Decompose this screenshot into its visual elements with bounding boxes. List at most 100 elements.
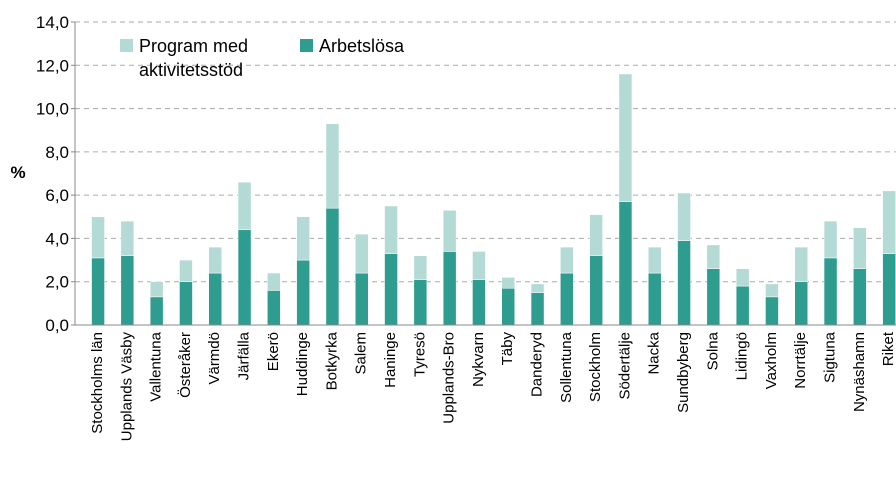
x-tick-label: Salem — [353, 332, 370, 375]
bar-segment — [823, 257, 838, 326]
y-tick-label: 4,0 — [45, 229, 69, 248]
x-tick-label: Upplands-Bro — [441, 332, 458, 424]
legend-item: Program med aktivitetsstöd — [120, 34, 285, 82]
legend-label: Program med aktivitetsstöd — [139, 36, 249, 80]
x-tick-label: Huddinge — [294, 332, 311, 396]
bar-segment — [853, 227, 867, 269]
bar-segment — [179, 259, 193, 282]
bar-segment — [149, 296, 164, 326]
bar-segment — [853, 268, 867, 326]
bar-segment — [179, 281, 193, 326]
bar-segment — [149, 281, 164, 298]
x-tick-label: Sigtuna — [822, 331, 839, 383]
x-tick-label: Nacka — [646, 331, 663, 374]
bar-segment — [735, 285, 750, 326]
bar-segment — [91, 216, 105, 259]
bar-segment — [501, 287, 515, 326]
x-tick-label: Nynäshamn — [851, 332, 868, 412]
bar-segment — [765, 296, 779, 326]
bar-segment — [530, 292, 545, 326]
legend-swatch — [120, 39, 133, 52]
x-tick-label: Sollentuna — [558, 331, 575, 403]
bar-segment — [296, 259, 310, 326]
bar-segment — [735, 268, 750, 287]
y-tick-label: 10,0 — [36, 100, 69, 119]
y-axis-label: % — [10, 163, 25, 182]
y-tick-label: 2,0 — [45, 273, 69, 292]
x-tick-label: Lidingö — [734, 332, 751, 380]
bar-segment — [208, 246, 222, 274]
bar-segment — [560, 246, 574, 274]
y-tick-label: 6,0 — [45, 186, 69, 205]
x-tick-label: Riket — [880, 331, 896, 366]
legend-swatch — [300, 39, 313, 52]
bar-segment — [384, 253, 398, 326]
y-tick-label: 12,0 — [36, 56, 69, 75]
x-tick-label: Nykvarn — [470, 332, 487, 387]
bar-segment — [589, 255, 603, 326]
bar-segment — [442, 251, 457, 326]
bar-segment — [794, 281, 808, 326]
x-tick-label: Tyresö — [411, 332, 428, 377]
bar-segment — [706, 244, 721, 269]
bar-segment — [706, 268, 721, 326]
bar-segment — [560, 272, 574, 326]
bar-segment — [618, 73, 633, 202]
x-tick-label: Täby — [499, 332, 516, 366]
bar-segment — [882, 253, 896, 326]
bar-segment — [267, 290, 281, 326]
x-tick-label: Stockholms län — [89, 332, 106, 434]
x-tick-label: Solna — [704, 331, 721, 370]
x-tick-label: Stockholm — [587, 332, 604, 402]
x-tick-label: Norrtälje — [792, 332, 809, 389]
x-tick-label: Österåker — [176, 332, 194, 398]
legend-item: Arbetslösa — [300, 34, 404, 58]
bar-segment — [501, 277, 515, 289]
bar-segment — [648, 272, 662, 326]
x-tick-label: Värmdö — [206, 332, 223, 385]
x-tick-label: Ekerö — [265, 332, 282, 371]
bar-segment — [794, 246, 808, 282]
bar-segment — [208, 272, 222, 326]
bar-segment — [355, 272, 369, 326]
bar-segment — [237, 181, 252, 231]
bar-segment — [413, 255, 428, 280]
bar-segment — [120, 220, 135, 256]
bar-segment — [413, 279, 428, 326]
bar-segment — [882, 190, 896, 254]
bar-segment — [472, 251, 486, 280]
bar-segment — [237, 229, 252, 326]
bar-segment — [472, 279, 486, 326]
bar-segment — [589, 214, 603, 256]
bar-segment — [325, 123, 340, 209]
legend-label: Arbetslösa — [319, 36, 405, 56]
bar-segment — [648, 246, 662, 274]
x-tick-label: Vallentuna — [148, 331, 165, 401]
x-tick-label: Vaxholm — [763, 332, 780, 389]
x-tick-label: Södertälje — [616, 332, 633, 400]
bar-segment — [618, 201, 633, 326]
bar-segment — [384, 205, 398, 254]
x-tick-label: Upplands Väsby — [118, 332, 135, 442]
bar-segment — [677, 240, 691, 326]
x-tick-label: Haninge — [382, 332, 399, 388]
x-tick-label: Botkyrka — [323, 331, 340, 390]
x-tick-label: Sundbyberg — [675, 332, 692, 413]
bar-segment — [120, 255, 135, 326]
y-tick-label: 14,0 — [36, 13, 69, 32]
bar-segment — [677, 192, 691, 241]
x-tick-label: Danderyd — [529, 332, 546, 397]
x-tick-label: Järfälla — [236, 331, 253, 380]
bar-segment — [267, 272, 281, 291]
bar-segment — [530, 283, 545, 293]
bar-segment — [442, 210, 457, 252]
bar-segment — [325, 207, 340, 326]
bar-segment — [823, 220, 838, 259]
y-tick-label: 0,0 — [45, 316, 69, 335]
bar-segment — [765, 283, 779, 298]
bar-segment — [355, 233, 369, 274]
bar-segment — [296, 216, 310, 261]
bar-segment — [91, 257, 105, 326]
